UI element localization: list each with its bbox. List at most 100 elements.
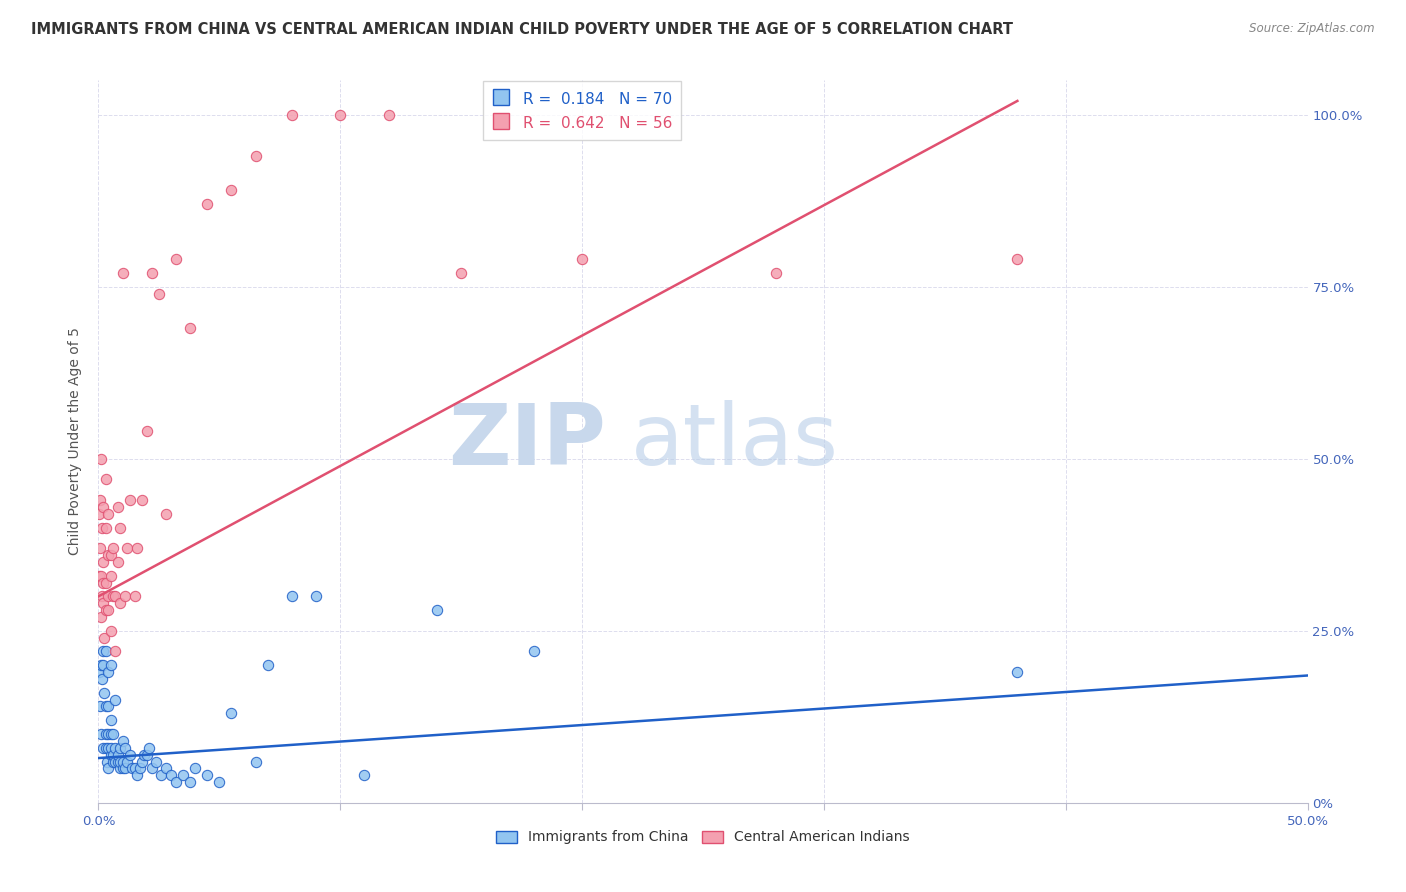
Point — [100, 747, 122, 762]
Point — [89, 507, 111, 521]
Point — [245, 755, 267, 769]
Point — [124, 761, 146, 775]
Point — [94, 644, 117, 658]
Point — [89, 699, 111, 714]
Point — [91, 596, 114, 610]
Point — [91, 500, 114, 514]
Point — [111, 755, 134, 769]
Point — [91, 520, 114, 534]
Point — [127, 768, 149, 782]
Point — [523, 644, 546, 658]
Point — [208, 775, 231, 789]
Point — [89, 541, 111, 556]
Point — [111, 761, 134, 775]
Point — [135, 424, 157, 438]
Point — [150, 768, 173, 782]
Point — [281, 590, 304, 604]
Point — [145, 755, 167, 769]
Point — [184, 761, 207, 775]
Point — [107, 555, 129, 569]
Point — [94, 575, 117, 590]
Point — [97, 603, 120, 617]
Point — [90, 727, 112, 741]
Point — [97, 761, 120, 775]
Point — [141, 761, 163, 775]
Point — [172, 768, 194, 782]
Point — [245, 149, 267, 163]
Point — [94, 472, 117, 486]
Point — [101, 727, 124, 741]
Point — [94, 727, 117, 741]
Point — [765, 266, 787, 280]
Point — [148, 286, 170, 301]
Text: IMMIGRANTS FROM CHINA VS CENTRAL AMERICAN INDIAN CHILD POVERTY UNDER THE AGE OF : IMMIGRANTS FROM CHINA VS CENTRAL AMERICA… — [31, 22, 1012, 37]
Point — [94, 699, 117, 714]
Point — [91, 644, 114, 658]
Point — [108, 520, 131, 534]
Point — [131, 755, 153, 769]
Point — [179, 775, 201, 789]
Text: ZIP: ZIP — [449, 400, 606, 483]
Point — [101, 541, 124, 556]
Point — [353, 768, 375, 782]
Point — [155, 507, 177, 521]
Point — [108, 761, 131, 775]
Point — [127, 541, 149, 556]
Point — [450, 266, 472, 280]
Point — [89, 493, 111, 508]
Point — [111, 734, 134, 748]
Point — [93, 631, 115, 645]
Point — [87, 568, 110, 582]
Point — [91, 658, 114, 673]
Point — [104, 644, 127, 658]
Point — [100, 740, 122, 755]
Point — [107, 500, 129, 514]
Point — [131, 493, 153, 508]
Point — [97, 740, 120, 755]
Y-axis label: Child Poverty Under the Age of 5: Child Poverty Under the Age of 5 — [69, 327, 83, 556]
Point — [118, 493, 141, 508]
Point — [94, 603, 117, 617]
Point — [91, 555, 114, 569]
Point — [114, 740, 136, 755]
Point — [97, 590, 120, 604]
Point — [90, 610, 112, 624]
Point — [221, 183, 243, 197]
Point — [377, 108, 399, 122]
Point — [104, 692, 127, 706]
Point — [195, 768, 218, 782]
Point — [90, 451, 112, 466]
Point — [571, 252, 593, 267]
Point — [135, 747, 157, 762]
Point — [100, 568, 122, 582]
Point — [97, 699, 120, 714]
Point — [305, 590, 328, 604]
Point — [91, 590, 114, 604]
Point — [118, 747, 141, 762]
Point — [124, 590, 146, 604]
Point — [100, 658, 122, 673]
Point — [107, 755, 129, 769]
Point — [165, 252, 187, 267]
Point — [100, 727, 122, 741]
Point — [426, 603, 449, 617]
Point — [97, 507, 120, 521]
Point — [221, 706, 243, 721]
Point — [101, 747, 124, 762]
Point — [91, 672, 114, 686]
Point — [100, 548, 122, 562]
Point — [121, 761, 143, 775]
Point — [89, 665, 111, 679]
Point — [1007, 665, 1029, 679]
Point — [111, 266, 134, 280]
Point — [108, 740, 131, 755]
Point — [114, 590, 136, 604]
Point — [104, 740, 127, 755]
Point — [94, 520, 117, 534]
Point — [97, 727, 120, 741]
Point — [100, 713, 122, 727]
Point — [107, 747, 129, 762]
Point — [91, 575, 114, 590]
Point — [101, 590, 124, 604]
Point — [138, 740, 160, 755]
